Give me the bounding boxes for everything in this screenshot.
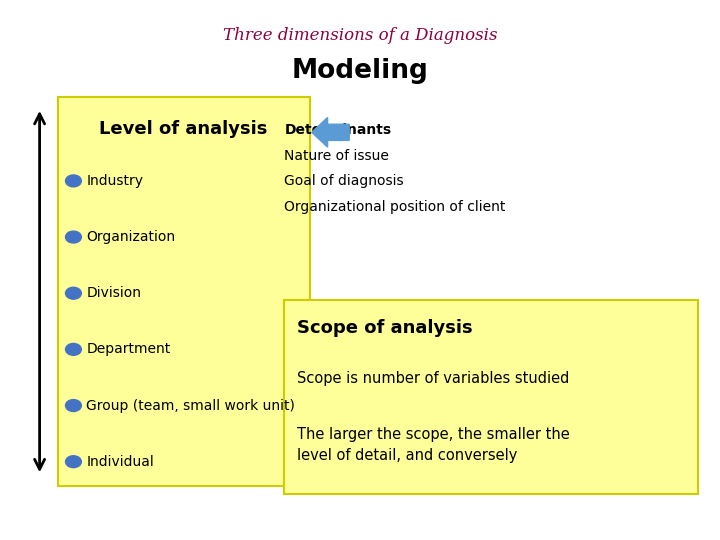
Circle shape <box>66 175 81 187</box>
Circle shape <box>66 231 81 243</box>
FancyBboxPatch shape <box>58 97 310 486</box>
Text: Three dimensions of a Diagnosis: Three dimensions of a Diagnosis <box>222 26 498 44</box>
Circle shape <box>66 343 81 355</box>
Text: Scope is number of variables studied: Scope is number of variables studied <box>297 370 570 386</box>
Text: Organization: Organization <box>86 230 176 244</box>
Text: Department: Department <box>86 342 171 356</box>
Text: Individual: Individual <box>86 455 154 469</box>
Text: Modeling: Modeling <box>292 58 428 84</box>
Text: Nature of issue: Nature of issue <box>284 148 390 163</box>
FancyArrow shape <box>312 117 349 147</box>
Text: Organizational position of client: Organizational position of client <box>284 200 505 214</box>
Circle shape <box>66 400 81 411</box>
Text: Division: Division <box>86 286 141 300</box>
Text: Industry: Industry <box>86 174 143 188</box>
Circle shape <box>66 456 81 468</box>
Text: Scope of analysis: Scope of analysis <box>297 319 473 337</box>
FancyBboxPatch shape <box>284 300 698 494</box>
Text: Level of analysis: Level of analysis <box>99 119 268 138</box>
Text: The larger the scope, the smaller the
level of detail, and conversely: The larger the scope, the smaller the le… <box>297 427 570 463</box>
Text: Group (team, small work unit): Group (team, small work unit) <box>86 399 295 413</box>
Circle shape <box>66 287 81 299</box>
Text: Determinants: Determinants <box>284 123 392 137</box>
Text: Goal of diagnosis: Goal of diagnosis <box>284 174 404 188</box>
